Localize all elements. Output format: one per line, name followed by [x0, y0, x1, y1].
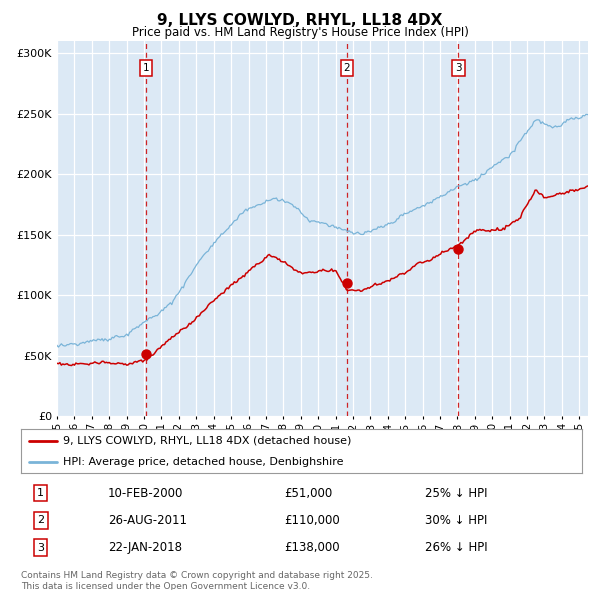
Text: Price paid vs. HM Land Registry's House Price Index (HPI): Price paid vs. HM Land Registry's House …	[131, 26, 469, 39]
Text: 2: 2	[344, 63, 350, 73]
Text: 1: 1	[37, 488, 44, 498]
Text: 25% ↓ HPI: 25% ↓ HPI	[425, 487, 487, 500]
Text: HPI: Average price, detached house, Denbighshire: HPI: Average price, detached house, Denb…	[63, 457, 344, 467]
Text: 2: 2	[37, 516, 44, 525]
Text: Contains HM Land Registry data © Crown copyright and database right 2025.
This d: Contains HM Land Registry data © Crown c…	[21, 571, 373, 590]
Text: 22-JAN-2018: 22-JAN-2018	[108, 541, 182, 554]
Text: 30% ↓ HPI: 30% ↓ HPI	[425, 514, 487, 527]
Text: £110,000: £110,000	[284, 514, 340, 527]
Text: 26% ↓ HPI: 26% ↓ HPI	[425, 541, 488, 554]
Text: 26-AUG-2011: 26-AUG-2011	[108, 514, 187, 527]
Text: 9, LLYS COWLYD, RHYL, LL18 4DX (detached house): 9, LLYS COWLYD, RHYL, LL18 4DX (detached…	[63, 436, 352, 446]
Text: £51,000: £51,000	[284, 487, 333, 500]
Text: 9, LLYS COWLYD, RHYL, LL18 4DX: 9, LLYS COWLYD, RHYL, LL18 4DX	[157, 13, 443, 28]
Text: 1: 1	[143, 63, 149, 73]
Text: 3: 3	[37, 543, 44, 553]
Text: £138,000: £138,000	[284, 541, 340, 554]
Text: 10-FEB-2000: 10-FEB-2000	[108, 487, 184, 500]
Text: 3: 3	[455, 63, 462, 73]
